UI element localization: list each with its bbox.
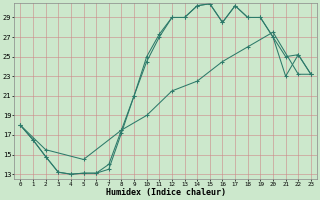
X-axis label: Humidex (Indice chaleur): Humidex (Indice chaleur) [106,188,226,197]
